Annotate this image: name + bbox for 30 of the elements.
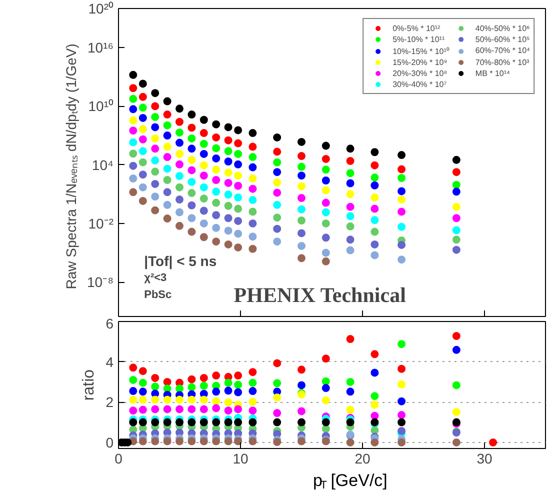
annotation: χ²<3 [144, 272, 167, 284]
y-axis-title: Raw Spectra 1/Nₑᵥₑₙₜₛ dN/dpₜdy (1/GeV) [63, 44, 80, 290]
y-tick-label: 4 [106, 354, 114, 370]
y-tick-label: 6 [106, 316, 114, 332]
legend-label: 70%-80% * 10³ [475, 57, 530, 67]
legend-label: 5%-10% * 10¹¹ [392, 34, 445, 44]
legend-label: 0%-5% * 10¹² [392, 23, 440, 33]
y-tick-label: 10²⁰ [88, 0, 114, 16]
y-tick-label: 10⁴ [92, 156, 114, 173]
y-tick-label: 10⁻² [88, 215, 114, 232]
legend-label: 20%-30% * 10⁸ [392, 68, 448, 78]
legend-label: 40%-50% * 10⁶ [475, 23, 530, 33]
y-tick-label: 0 [106, 434, 114, 450]
y-axis-title: ratio [80, 369, 98, 401]
legend-label: 30%-40% * 10⁷ [392, 79, 447, 89]
legend-label: 15%-20% * 10⁹ [392, 57, 448, 67]
x-tick-label: 10 [232, 450, 248, 466]
y-tick-label: 10¹⁰ [88, 98, 114, 114]
annotation: PHENIX Technical [234, 282, 406, 307]
x-tick-label: 30 [476, 450, 492, 466]
legend-label: 50%-60% * 10⁵ [475, 34, 530, 44]
y-tick-label: 10⁻⁸ [87, 274, 114, 290]
legend-label: MB * 10¹⁴ [475, 68, 510, 78]
legend-label: 10%-15% * 10¹⁰ [392, 46, 450, 56]
x-tick-label: 20 [354, 450, 370, 466]
annotation: PbSc [144, 288, 172, 301]
legend-label: 60%-70% * 10⁴ [475, 46, 530, 56]
annotation: |Tof| < 5 ns [144, 253, 217, 270]
y-tick-label: 10¹⁶ [88, 40, 114, 56]
y-tick-label: 2 [106, 394, 114, 410]
